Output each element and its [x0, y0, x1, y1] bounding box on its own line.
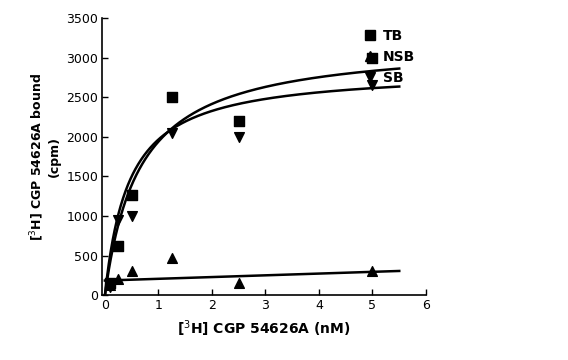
Point: [234, 280, 243, 285]
Point: [106, 284, 115, 290]
Point: [368, 268, 377, 274]
Point: [106, 282, 115, 288]
Point: [114, 276, 123, 282]
Point: [127, 269, 136, 274]
Point: [114, 243, 123, 249]
Point: [368, 82, 377, 88]
Point: [106, 280, 115, 286]
Point: [368, 55, 377, 60]
Point: [167, 255, 176, 261]
X-axis label: [$^3$H] CGP 54626A (nM): [$^3$H] CGP 54626A (nM): [177, 318, 351, 338]
Point: [127, 213, 136, 219]
Point: [234, 134, 243, 140]
Point: [127, 193, 136, 198]
Legend: TB, NSB, SB: TB, NSB, SB: [361, 25, 419, 89]
Point: [167, 94, 176, 100]
Point: [167, 130, 176, 136]
Point: [114, 217, 123, 223]
Point: [234, 118, 243, 124]
Y-axis label: [$^3$H] CGP 54626A bound
(cpm): [$^3$H] CGP 54626A bound (cpm): [28, 73, 61, 240]
